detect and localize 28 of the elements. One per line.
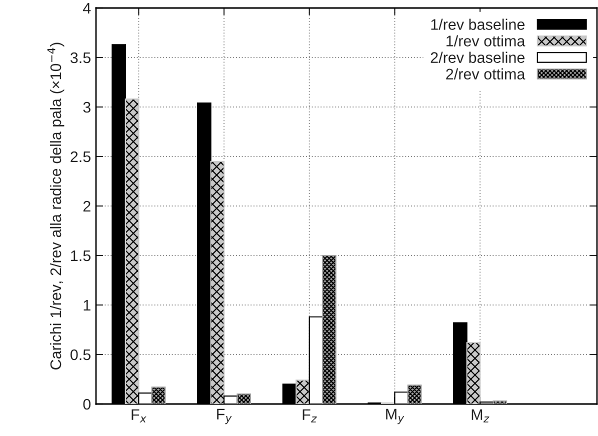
legend-label: 2/rev ottima — [446, 68, 526, 80]
y-tick-label: 1 — [84, 300, 90, 311]
bar — [151, 386, 166, 404]
legend-label: 1/rev ottima — [446, 35, 526, 46]
bar — [466, 342, 481, 404]
bar — [492, 400, 508, 404]
y-tick-label: 3 — [83, 102, 90, 113]
x-tick-label: F$_{y}$ — [217, 408, 232, 424]
x-tick-label: F$_{x}$ — [132, 409, 146, 422]
bar — [236, 394, 252, 404]
bar — [322, 254, 336, 404]
bar — [296, 380, 310, 404]
legend-label: 2/rev baseline — [430, 52, 525, 63]
x-tick-label: F$_{z}$ — [302, 409, 317, 422]
y-tick-label: 3.5 — [70, 52, 90, 64]
y-tick-label: 2 — [83, 200, 90, 212]
legend-label: 1/rev baseline — [431, 18, 525, 30]
y-tick-label: 1.5 — [71, 250, 90, 262]
y-tick-label: 0.5 — [70, 349, 90, 360]
x-tick-label: M$_{z}$ — [472, 409, 490, 422]
bar — [124, 98, 140, 404]
y-axis-title: Carichi 1/rev, 2/rev alla radice della pala (×10$^{−4}$) — [47, 42, 64, 370]
y-tick-label: 4 — [82, 3, 91, 14]
bar — [407, 384, 422, 404]
x-tick-label: M$_{y}$ — [386, 408, 404, 424]
y-tick-label: 2.5 — [70, 151, 90, 162]
bar — [210, 160, 225, 404]
y-tick-label: 0 — [83, 398, 91, 410]
